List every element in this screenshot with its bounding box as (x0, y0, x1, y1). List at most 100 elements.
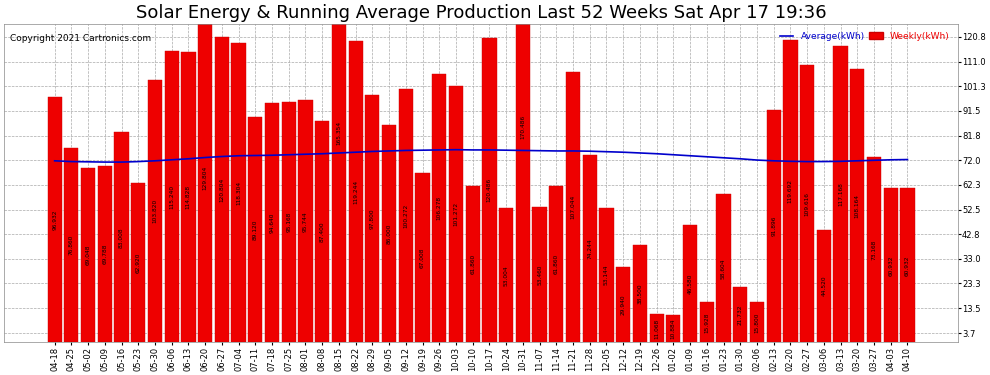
Text: Copyright 2021 Cartronics.com: Copyright 2021 Cartronics.com (10, 34, 151, 43)
Bar (248, 117, 262, 342)
Bar (298, 100, 313, 342)
Bar (817, 230, 831, 342)
Text: 15.800: 15.800 (754, 312, 759, 333)
Text: 21.732: 21.732 (738, 304, 742, 325)
Bar (148, 80, 162, 342)
Bar (164, 51, 179, 342)
Legend: Average(kWh), Weekly(kWh): Average(kWh), Weekly(kWh) (776, 28, 953, 45)
Bar (633, 245, 647, 342)
Text: 117.168: 117.168 (839, 182, 843, 206)
Bar (616, 267, 631, 342)
Text: 38.500: 38.500 (638, 284, 643, 304)
Text: 118.304: 118.304 (236, 181, 242, 205)
Bar (48, 97, 61, 342)
Text: 94.640: 94.640 (269, 213, 274, 233)
Bar (465, 186, 480, 342)
Bar (332, 0, 346, 342)
Bar (365, 95, 379, 342)
Text: 170.486: 170.486 (521, 115, 526, 139)
Text: 53.460: 53.460 (537, 264, 543, 285)
Bar (717, 194, 731, 342)
Text: 62.920: 62.920 (136, 253, 141, 273)
Text: 73.168: 73.168 (871, 240, 876, 260)
Text: 61.860: 61.860 (470, 254, 475, 274)
Bar (884, 188, 898, 342)
Bar (867, 158, 881, 342)
Text: 120.804: 120.804 (220, 177, 225, 202)
Bar (115, 132, 129, 342)
Text: 101.272: 101.272 (453, 202, 458, 226)
Bar (533, 207, 546, 342)
Text: 119.244: 119.244 (353, 180, 358, 204)
Bar (549, 186, 563, 342)
Bar (399, 89, 413, 342)
Bar (348, 41, 362, 342)
Text: 60.932: 60.932 (905, 255, 910, 276)
Text: 74.244: 74.244 (587, 238, 592, 259)
Text: 108.164: 108.164 (854, 194, 859, 217)
Bar (382, 125, 396, 342)
Text: 95.168: 95.168 (286, 212, 291, 232)
Bar (215, 37, 229, 342)
Bar (749, 303, 764, 342)
Bar (900, 188, 915, 342)
Text: 97.800: 97.800 (370, 209, 375, 229)
Bar (232, 43, 246, 342)
Text: 69.048: 69.048 (85, 245, 90, 266)
Bar (181, 52, 195, 342)
Bar (734, 288, 747, 342)
Bar (432, 74, 446, 342)
Text: 29.940: 29.940 (621, 294, 626, 315)
Bar (800, 65, 814, 342)
Text: 129.804: 129.804 (203, 166, 208, 190)
Bar (64, 148, 78, 342)
Bar (700, 302, 714, 342)
Text: 67.008: 67.008 (420, 248, 425, 268)
Text: 11.068: 11.068 (654, 318, 659, 339)
Text: 83.008: 83.008 (119, 227, 124, 248)
Text: 53.144: 53.144 (604, 265, 609, 285)
Text: 89.120: 89.120 (252, 219, 257, 240)
Text: 91.896: 91.896 (771, 216, 776, 236)
Text: 10.884: 10.884 (671, 318, 676, 339)
Text: 87.400: 87.400 (320, 222, 325, 242)
Text: 60.932: 60.932 (888, 255, 893, 276)
Text: 96.932: 96.932 (52, 210, 57, 230)
Bar (599, 208, 614, 342)
Bar (265, 103, 279, 342)
Text: 114.828: 114.828 (186, 185, 191, 209)
Bar (98, 166, 112, 342)
Text: 46.580: 46.580 (688, 273, 693, 294)
Bar (499, 209, 513, 342)
Bar (783, 40, 798, 342)
Bar (766, 110, 781, 342)
Text: 76.860: 76.860 (69, 235, 74, 255)
Text: 106.278: 106.278 (437, 196, 442, 220)
Bar (666, 315, 680, 342)
Text: 115.240: 115.240 (169, 184, 174, 209)
Bar (583, 154, 597, 342)
Text: 107.044: 107.044 (570, 195, 575, 219)
Bar (850, 69, 864, 342)
Text: 53.004: 53.004 (504, 265, 509, 286)
Text: 103.820: 103.820 (152, 199, 157, 223)
Bar (683, 225, 697, 342)
Bar (131, 183, 146, 342)
Text: 119.692: 119.692 (788, 179, 793, 203)
Bar (649, 314, 663, 342)
Text: 109.616: 109.616 (805, 192, 810, 216)
Bar (834, 46, 847, 342)
Text: 165.354: 165.354 (337, 121, 342, 146)
Text: 95.744: 95.744 (303, 211, 308, 232)
Text: 69.788: 69.788 (102, 244, 107, 264)
Bar (315, 122, 330, 342)
Text: 58.604: 58.604 (721, 258, 726, 279)
Text: 100.272: 100.272 (403, 204, 408, 228)
Bar (281, 102, 296, 342)
Bar (81, 168, 95, 342)
Bar (448, 86, 463, 342)
Text: 44.520: 44.520 (822, 276, 827, 296)
Text: 120.486: 120.486 (487, 178, 492, 202)
Text: 61.860: 61.860 (553, 254, 558, 274)
Bar (482, 38, 497, 342)
